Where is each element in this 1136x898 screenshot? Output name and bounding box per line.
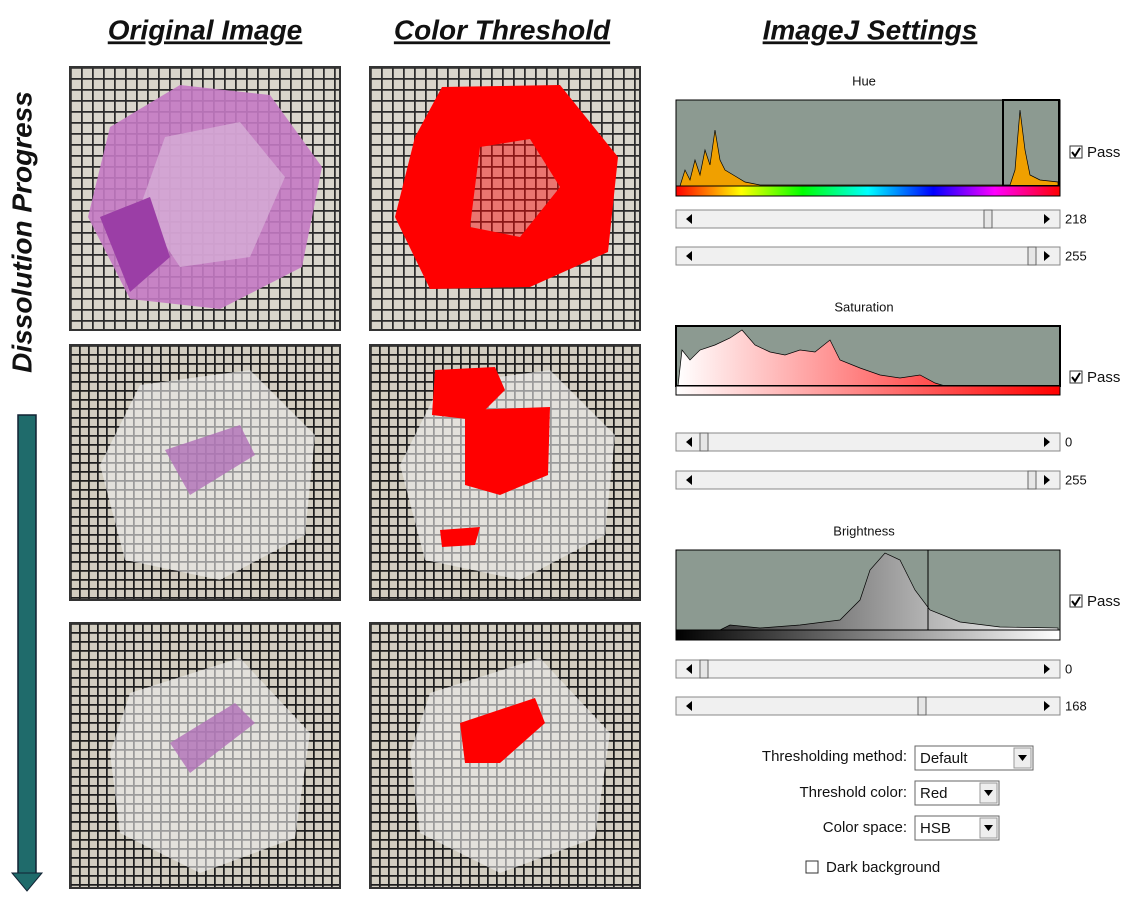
progress-arrow: [12, 415, 42, 891]
slider: [676, 471, 1060, 489]
slider: [676, 210, 1060, 228]
slider: [676, 433, 1060, 451]
photo-original: [70, 345, 340, 600]
slider-value: 168: [1065, 698, 1087, 713]
slider-value: 255: [1065, 472, 1087, 487]
checkbox-label: Pass: [1087, 144, 1120, 161]
setting-label: Threshold color:: [799, 784, 907, 801]
slider-value: 0: [1065, 434, 1072, 449]
figure: Original Image Color Threshold ImageJ Se…: [0, 0, 1136, 893]
panel-title: Hue: [852, 73, 876, 88]
histogram: [676, 100, 1060, 196]
panel-title: Brightness: [833, 523, 895, 538]
side-label: Dissolution Progress: [6, 91, 37, 373]
setting-label: Thresholding method:: [762, 748, 907, 765]
checkbox: [806, 861, 818, 873]
column-header: Original Image: [108, 14, 303, 45]
histogram: [676, 326, 1060, 395]
photo-threshold: [370, 345, 640, 600]
checkbox-label: Pass: [1087, 593, 1120, 610]
setting-label: Color space:: [823, 819, 907, 836]
photo-threshold: [370, 67, 640, 330]
slider: [676, 697, 1060, 715]
slider: [676, 660, 1060, 678]
slider-value: 218: [1065, 211, 1087, 226]
photo-original: [70, 67, 340, 330]
checkbox-label: Dark background: [826, 859, 940, 876]
photo-original: [70, 623, 340, 888]
dropdown-value: HSB: [920, 820, 951, 837]
slider-value: 0: [1065, 661, 1072, 676]
slider: [676, 247, 1060, 265]
dropdown-value: Red: [920, 785, 948, 802]
checkbox-label: Pass: [1087, 369, 1120, 386]
slider-value: 255: [1065, 248, 1087, 263]
histogram: [676, 550, 1060, 640]
column-header: ImageJ Settings: [763, 14, 978, 45]
dropdown-value: Default: [920, 750, 968, 767]
panel-title: Saturation: [834, 299, 893, 314]
column-header: Color Threshold: [394, 14, 611, 45]
photo-threshold: [370, 623, 640, 888]
